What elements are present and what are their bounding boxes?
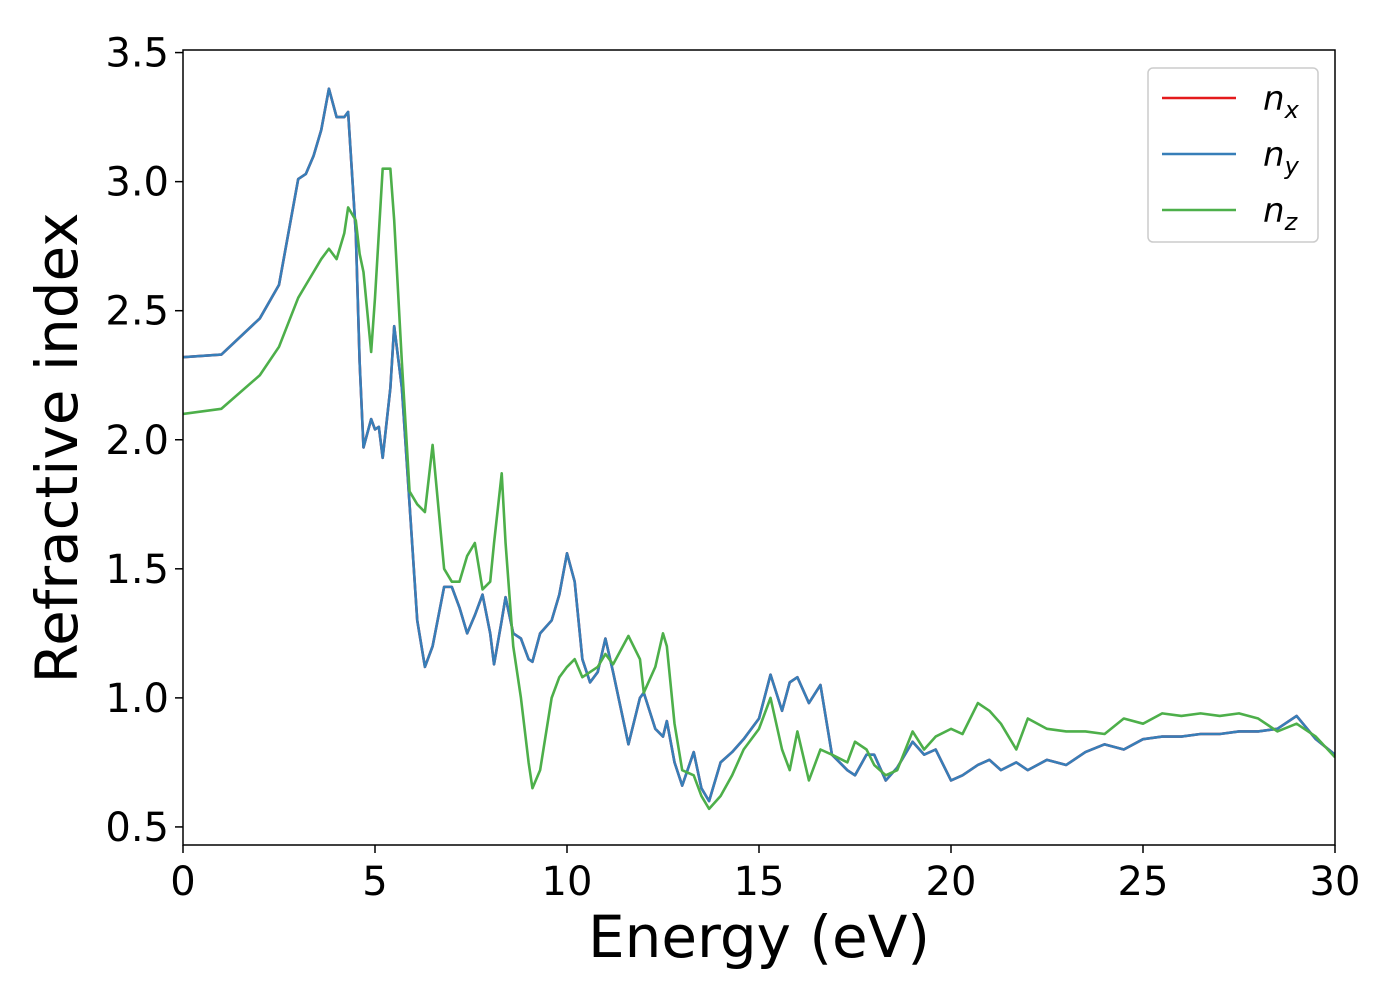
x-tick-label: 15 xyxy=(734,859,785,905)
plot-frame xyxy=(182,49,1336,846)
y-tick-label: 1.5 xyxy=(105,547,169,593)
legend: nx ny nz xyxy=(1147,67,1319,243)
y-axis-label: Refractive index xyxy=(23,212,91,683)
y-tick-label: 3.0 xyxy=(105,160,169,206)
y-tick-label: 3.5 xyxy=(105,31,169,77)
y-tick-label: 2.0 xyxy=(105,418,169,464)
legend-label: ny xyxy=(1263,135,1300,180)
y-tick-label: 0.5 xyxy=(105,805,169,851)
series-line xyxy=(183,167,1335,811)
legend-label: nz xyxy=(1263,191,1299,236)
series-line xyxy=(183,87,1335,803)
y-tick-label: 1.0 xyxy=(105,676,169,722)
x-tick-label: 0 xyxy=(170,859,195,905)
x-tick-label: 30 xyxy=(1310,859,1361,905)
x-axis-label: Energy (eV) xyxy=(588,903,930,971)
x-tick-label: 5 xyxy=(362,859,387,905)
x-tick-label: 20 xyxy=(926,859,977,905)
x-tick-label: 25 xyxy=(1118,859,1169,905)
y-tick-label: 2.5 xyxy=(105,289,169,335)
x-tick-label: 10 xyxy=(542,859,593,905)
legend-label: nx xyxy=(1263,79,1300,124)
